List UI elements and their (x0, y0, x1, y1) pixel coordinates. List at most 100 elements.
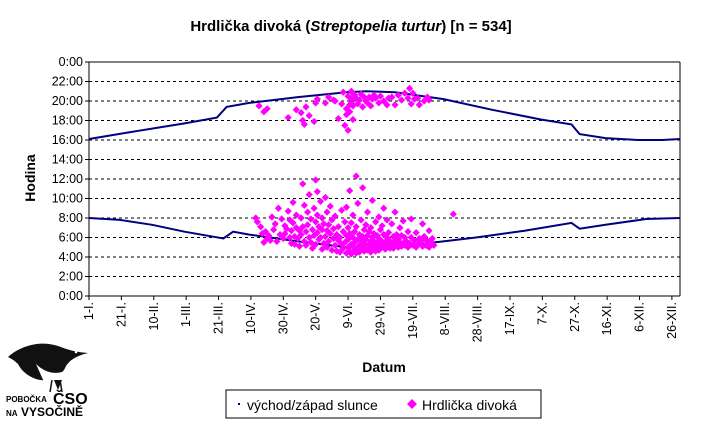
data-point (391, 101, 399, 109)
data-point (359, 243, 367, 251)
y-tick-label: 16:00 (52, 133, 83, 147)
data-point (316, 197, 325, 206)
data-point (347, 219, 355, 227)
data-point (312, 176, 320, 184)
data-point (349, 211, 357, 219)
data-point (430, 241, 438, 249)
x-tick-label: 20-V. (309, 302, 323, 331)
data-point (394, 243, 402, 251)
data-point (397, 242, 406, 250)
bird-icon (8, 343, 88, 393)
x-tick-label: 6-XII. (633, 302, 647, 332)
data-point (279, 234, 287, 243)
data-point (253, 218, 261, 226)
data-point (368, 233, 376, 242)
data-point (337, 206, 346, 214)
data-point (287, 227, 295, 235)
legend-box (225, 389, 542, 419)
data-point (404, 94, 412, 102)
data-point (271, 220, 279, 228)
data-point (334, 236, 342, 245)
data-point (331, 241, 339, 249)
x-tick-label: 1-III. (179, 302, 193, 327)
x-tick-label: 17-IX. (503, 302, 517, 335)
data-point (289, 198, 297, 206)
data-point (331, 212, 339, 220)
data-point (352, 172, 360, 180)
data-point (305, 191, 313, 199)
data-point (412, 229, 420, 237)
data-point (428, 234, 436, 243)
data-point (337, 100, 346, 108)
data-point (373, 239, 381, 247)
x-tick-label: 21-I. (114, 302, 128, 327)
data-point (273, 237, 281, 245)
data-point (313, 95, 321, 103)
data-point (320, 220, 328, 228)
data-point (380, 97, 388, 105)
data-point (318, 214, 326, 222)
data-point (292, 106, 300, 114)
dove-points (252, 84, 457, 258)
x-axis-label: Datum (362, 359, 406, 375)
data-point (344, 235, 352, 244)
data-point (257, 223, 265, 231)
data-point (302, 241, 310, 249)
data-point (334, 114, 342, 123)
data-point (384, 229, 393, 237)
y-tick-label: 0:00 (59, 289, 83, 303)
data-point (323, 227, 331, 235)
legend-dove-label: Hrdlička divoká (422, 397, 517, 413)
data-point (367, 102, 375, 110)
data-point (365, 245, 373, 253)
data-point (341, 121, 349, 129)
data-point (391, 208, 399, 216)
legend: východ/západ slunce Hrdlička divoká (225, 389, 542, 419)
data-point (399, 217, 407, 225)
data-point (278, 215, 286, 223)
data-point (263, 234, 271, 243)
data-point (300, 201, 308, 209)
cso-logo: POBOČKA ČSO NA VYSOČINĚ (6, 343, 88, 419)
x-tick-label: 7-X. (535, 302, 549, 325)
data-point (341, 218, 349, 226)
data-point (284, 207, 292, 215)
x-tick-label: 26-XII. (665, 302, 679, 339)
data-point (313, 211, 321, 219)
data-point (384, 94, 393, 102)
data-point (397, 96, 406, 104)
data-point (355, 241, 364, 249)
chart-title: Hrdlička divoká (Streptopelia turtur) [n… (190, 18, 511, 35)
x-axis-ticks: 1-I. 21-I. 10-II. 1-III. 21-III. 10-IV. 30-IV.… (82, 296, 679, 342)
data-point (388, 93, 396, 101)
data-point (334, 223, 342, 231)
data-point (325, 237, 333, 245)
logo-big1: ČSO (53, 389, 88, 408)
legend-dove-marker (407, 399, 417, 409)
data-point (371, 243, 380, 251)
data-point (401, 233, 409, 242)
x-tick-label: 8-VIII. (438, 302, 452, 335)
data-point (344, 243, 352, 251)
data-point (371, 218, 380, 226)
logo-line2: NA (6, 409, 18, 418)
data-point (305, 233, 313, 242)
data-point (289, 219, 297, 227)
x-tick-label: 16-XI. (600, 302, 614, 335)
data-point (263, 105, 271, 113)
data-point (357, 216, 365, 224)
y-tick-label: 14:00 (52, 153, 83, 167)
x-tick-label: 21-III. (212, 302, 226, 334)
data-point (347, 95, 355, 103)
data-point (425, 96, 433, 104)
x-tick-label: 9-VI. (341, 302, 355, 328)
data-point (300, 237, 308, 245)
data-point (276, 230, 284, 239)
data-point (355, 96, 364, 104)
data-point (292, 224, 300, 232)
data-point (396, 224, 404, 232)
data-point (342, 249, 351, 257)
data-point (350, 91, 359, 99)
data-point (287, 239, 295, 247)
